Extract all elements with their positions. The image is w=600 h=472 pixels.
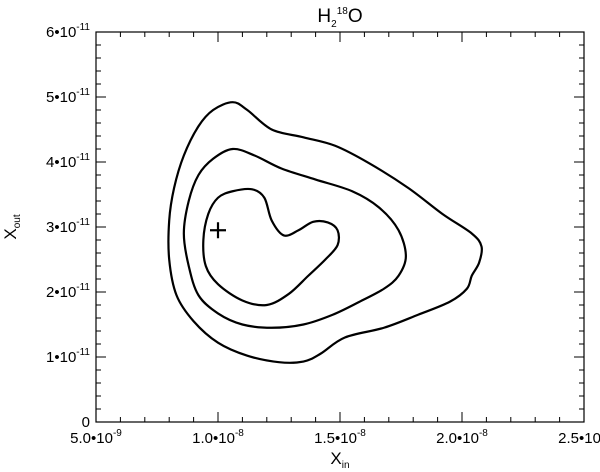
axis-labels: 5.0•10-9 1.0•10-8 1.5•10-8 2.0•10-8 2.5•10-8… [1,6,600,471]
contour-outer [167,101,483,364]
y-axis-label: Xout [1,214,23,239]
y-tick-label: 6•10-11 [46,22,90,41]
contour-inner [202,187,341,307]
best-fit-marker [210,222,226,239]
y-tick-label: 1•10-11 [46,347,90,366]
x-axis-label: Xin [330,449,349,471]
contour-middle [182,147,407,329]
axis-ticks [95,31,585,423]
x-tick-label: 5.0•10-9 [70,428,122,447]
chart-title: H218O [317,6,362,30]
y-tick-label: 5•10-11 [46,87,90,106]
x-tick-label: 2.0•10-8 [436,428,488,447]
x-tick-label: 1.5•10-8 [314,428,366,447]
y-tick-label: 4•10-11 [46,152,90,171]
contour-lines [167,101,483,364]
x-tick-label: 1.0•10-8 [192,428,244,447]
y-tick-label: 0 [82,414,90,431]
y-tick-label: 3•10-11 [46,217,90,236]
y-tick-label: 2•10-11 [46,282,90,301]
x-tick-label: 2.5•10-8 [558,428,600,447]
